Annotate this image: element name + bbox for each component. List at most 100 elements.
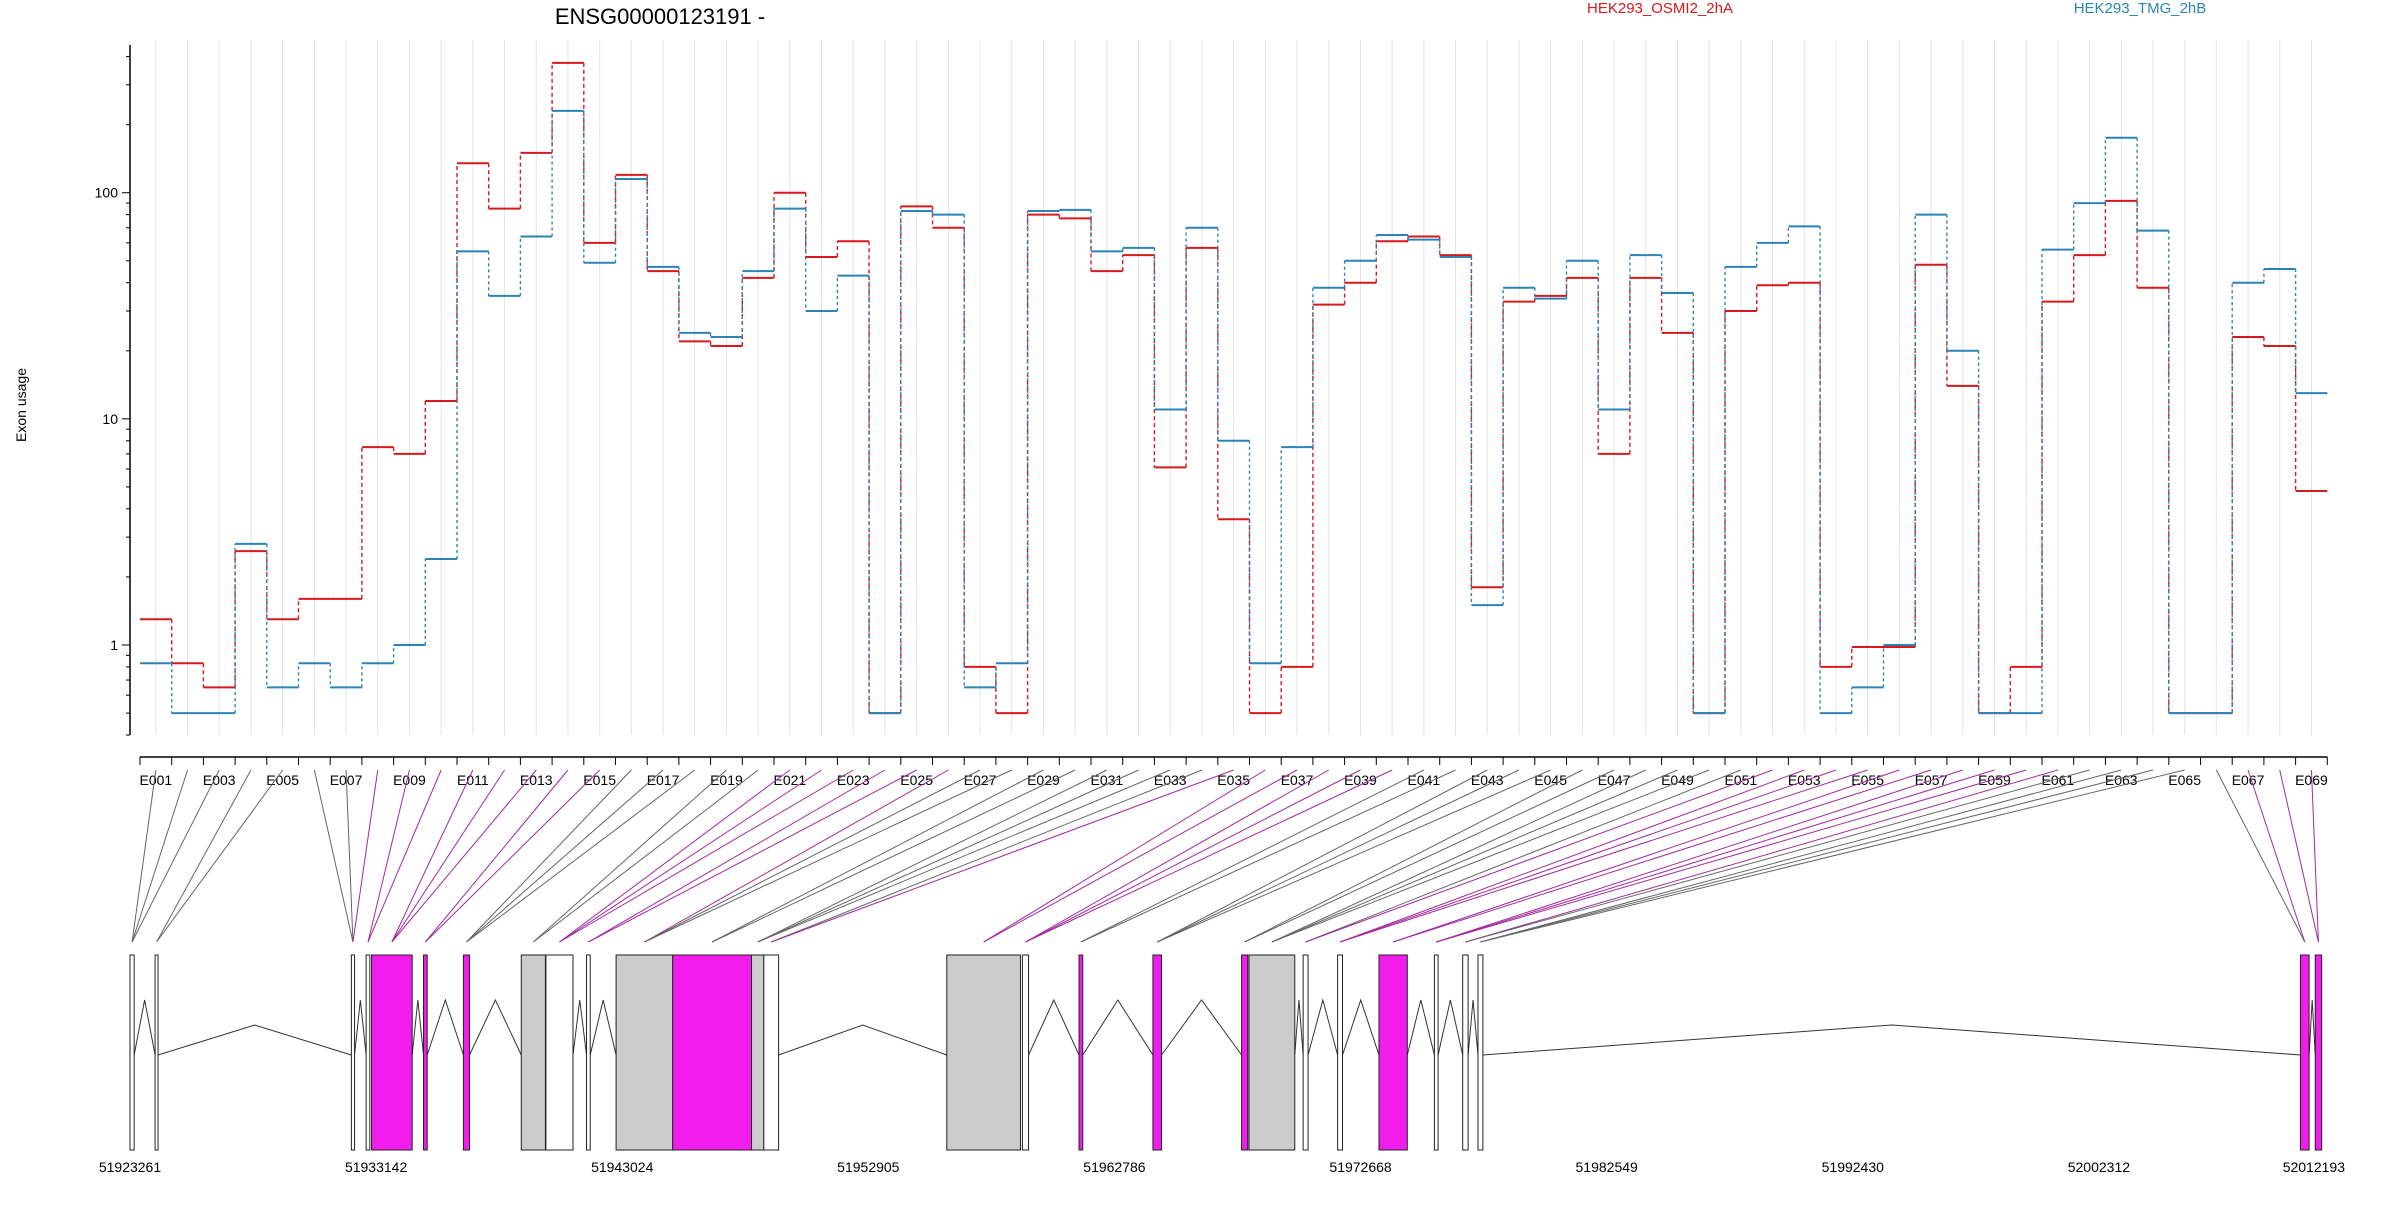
exon-connector	[1305, 769, 1742, 943]
exon-connector	[533, 769, 759, 943]
intron-line	[589, 999, 617, 1056]
exon-box	[586, 954, 591, 1151]
exon-connector	[771, 769, 1203, 943]
intron-line	[1294, 999, 1304, 1056]
genomic-coordinate-label: 51952905	[837, 1159, 900, 1175]
exon-box	[946, 954, 1021, 1151]
exon-box	[545, 954, 574, 1151]
exon-connector	[983, 769, 1266, 943]
exon-axis: E001 E003 E005 E007 E009 E011 E013 E015 E017 E019…	[139, 756, 2328, 788]
vertical-gridlines	[155, 40, 2312, 735]
genomic-coordinate-label: 51982549	[1576, 1159, 1639, 1175]
intron-line	[133, 999, 156, 1056]
y-tick-label: 1	[110, 637, 118, 653]
exon-connector	[2279, 769, 2319, 943]
exon-box	[1302, 954, 1309, 1151]
exon-connector	[1244, 769, 1583, 943]
intron-line	[469, 998, 522, 1056]
intron-line	[1342, 998, 1380, 1056]
exon-connector	[1339, 769, 1868, 943]
exon-connector	[1157, 769, 1520, 943]
exon-connector	[588, 769, 917, 943]
exon-connector	[1480, 769, 2122, 943]
intron-line	[572, 999, 588, 1056]
exon-box	[1021, 954, 1030, 1151]
exon-connector	[424, 769, 569, 943]
exon-connector	[1480, 769, 2154, 943]
exon-connector	[391, 769, 474, 943]
exon-connector	[1465, 769, 2090, 943]
genomic-coordinate-label: 51992430	[1822, 1159, 1885, 1175]
intron-line	[1082, 999, 1154, 1056]
exon-connector	[559, 769, 791, 943]
exon-connector	[588, 769, 886, 943]
exon-connector	[131, 769, 220, 943]
exon-box	[1337, 954, 1344, 1151]
exon-connector	[757, 769, 1108, 943]
exon-connector	[1436, 769, 2027, 943]
exon-tick-label: E045	[1534, 772, 1567, 788]
exon-connector	[711, 769, 1044, 943]
genomic-coordinate-label: 51962786	[1083, 1159, 1146, 1175]
exon-connector	[391, 769, 505, 943]
exon-box	[1078, 954, 1084, 1151]
intron-line	[411, 999, 425, 1056]
exon-box	[1433, 954, 1439, 1151]
intron-line	[354, 999, 367, 1056]
exon-connector	[2247, 769, 2306, 943]
exon-box	[154, 954, 159, 1151]
exon-connector	[1080, 769, 1456, 943]
exon-box	[365, 954, 371, 1151]
intron-line	[1161, 999, 1242, 1056]
exon-connector	[131, 769, 157, 943]
exon-connector	[2215, 769, 2306, 943]
exon-tick-label: E027	[964, 772, 997, 788]
exon-connector	[1271, 769, 1678, 943]
exon-tick-label: E017	[647, 772, 680, 788]
exon-connector	[131, 769, 189, 943]
exon-box	[672, 954, 753, 1151]
exon-box	[763, 954, 780, 1151]
exon-connectors	[131, 769, 2319, 943]
exon-connector	[1392, 769, 1932, 943]
exon-tick-label: E033	[1154, 772, 1187, 788]
intron-line	[1437, 999, 1464, 1056]
exon-box	[350, 954, 356, 1151]
exon-connector	[1271, 769, 1646, 943]
exon-connector	[533, 769, 727, 943]
exon-tick-label: E061	[2041, 772, 2074, 788]
exon-connector	[771, 769, 1234, 943]
exon-tick-label: E029	[1027, 772, 1060, 788]
exon-connector	[391, 769, 537, 943]
exon-connector	[1025, 769, 1393, 943]
exon-box	[423, 954, 428, 1151]
exon-box	[371, 954, 413, 1151]
exon-tick-label: E019	[710, 772, 743, 788]
genomic-coordinate-label: 52012193	[2283, 1159, 2346, 1175]
genomic-coordinate-axis: 51923261 51933142 51943024 51952905 51962786…	[99, 1159, 2345, 1175]
exon-tick-label: E059	[1978, 772, 2011, 788]
exon-connector	[466, 769, 664, 943]
exon-connector	[1157, 769, 1551, 943]
intron-line	[1467, 999, 1479, 1056]
exon-tick-label: E011	[457, 772, 489, 788]
legend-entry-tmg: HEK293_TMG_2hB	[2074, 0, 2207, 17]
exon-box	[1152, 954, 1163, 1151]
intron-line	[2308, 999, 2316, 1056]
exon-tick-label: E005	[266, 772, 299, 788]
exon-tick-label: E021	[773, 772, 806, 788]
exon-tick-label: E031	[1090, 772, 1123, 788]
y-axis: 1 10 100	[95, 45, 131, 736]
genomic-coordinate-label: 51923261	[99, 1159, 162, 1175]
exon-connector	[757, 769, 1171, 943]
exon-tick-label: E003	[203, 772, 236, 788]
exon-tick-label: E039	[1344, 772, 1377, 788]
exon-connector	[156, 769, 252, 943]
exon-box	[1378, 954, 1408, 1151]
exon-connector	[367, 769, 410, 943]
exon-box	[1477, 954, 1484, 1151]
genomic-coordinate-label: 51933142	[345, 1159, 408, 1175]
genomic-coordinate-label: 51972668	[1329, 1159, 1392, 1175]
